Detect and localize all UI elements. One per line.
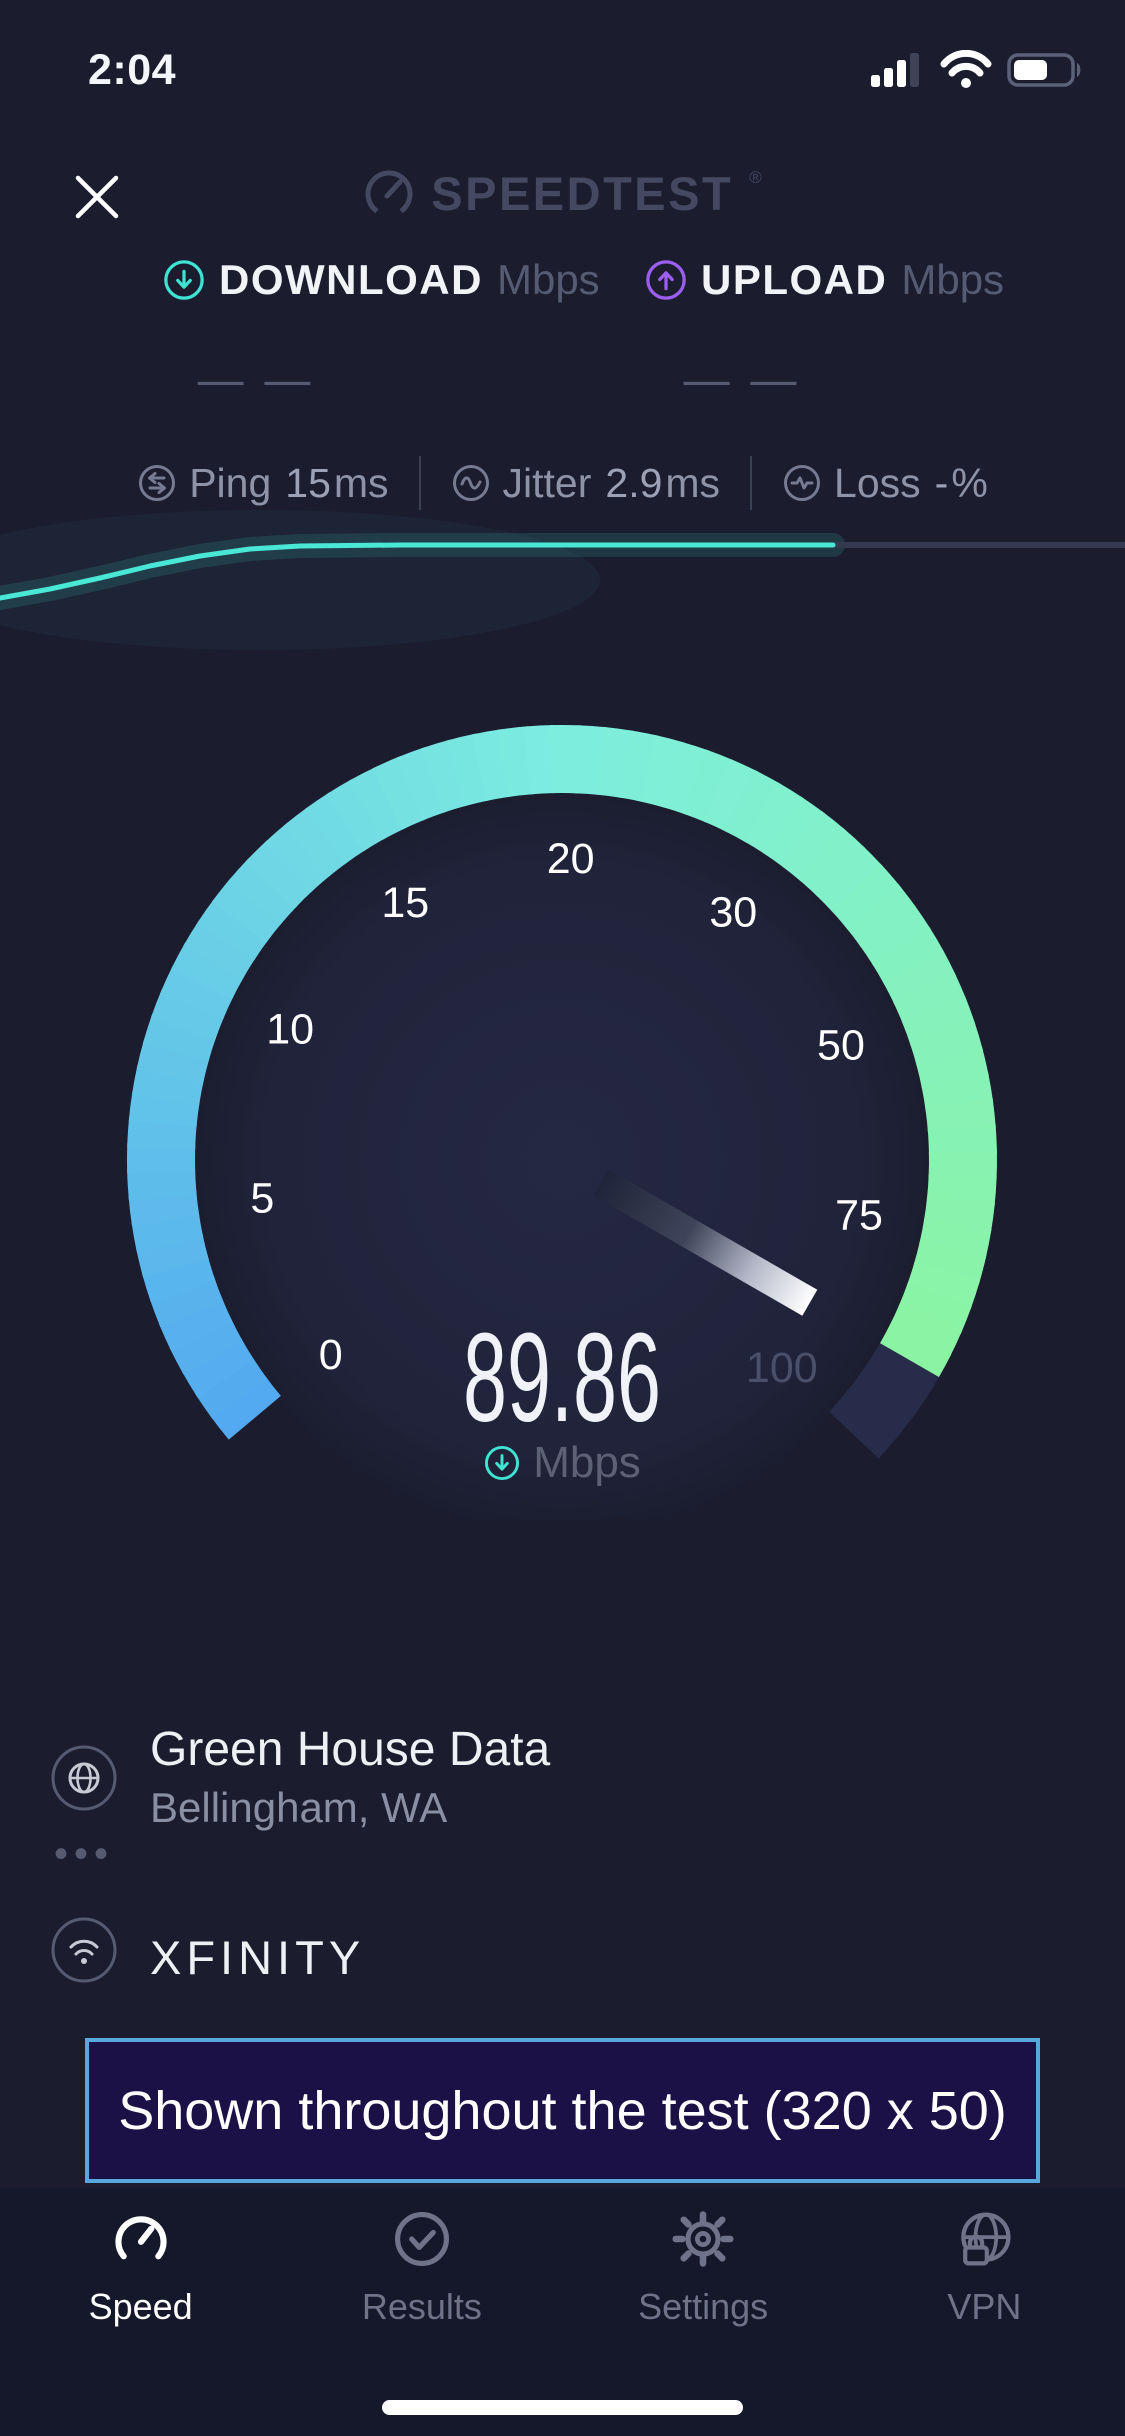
tab-settings[interactable]: Settings [563,2188,844,2436]
ad-text: Shown throughout the test (320 x 50) [118,2080,1007,2141]
loss-icon [784,465,821,501]
registered-mark: ® [749,168,762,187]
download-value-placeholder: — — [197,353,315,405]
jitter-value: 2.9 [605,459,663,506]
gauge-needle [593,1169,818,1316]
loss-value: - [934,459,949,506]
tab-vpn-label: VPN [947,2286,1022,2327]
upload-header: UPLOAD Mbps [645,256,1004,304]
jitter-label: Jitter [502,459,592,506]
tab-speed-label: Speed [88,2286,193,2327]
divider [750,456,753,510]
server-name: Green House Data [150,1723,551,1776]
loss-unit: % [951,459,988,506]
ping-icon [139,465,176,501]
tab-bar: Speed Results Settings [0,2188,1125,2436]
ping-metric: Ping 15 ms [137,459,389,507]
jitter-metric: Jitter 2.9 ms [451,459,721,507]
current-speed-unit: Mbps [533,1438,641,1487]
vpn-globe-lock-icon [961,2212,1011,2266]
download-unit: Mbps [496,256,600,303]
speed-gauge-scene: 0 5 10 15 20 30 50 75 100 89.86 [0,533,1125,1520]
svg-text:0: 0 [319,1331,343,1379]
download-arrow-icon [485,1445,520,1481]
throughput-sparkline [0,533,1125,610]
server-location: Bellingham, WA [150,1784,448,1831]
server-more-dots[interactable]: ••• [53,1832,114,1876]
upload-label: UPLOAD [701,256,888,303]
gauge-tick-labels: 0 5 10 15 20 30 50 75 100 [250,835,883,1392]
battery-icon [1007,53,1081,87]
jitter-unit: ms [665,459,721,506]
svg-text:15: 15 [381,879,429,927]
results-check-icon [394,2211,449,2267]
status-time: 2:04 [88,46,177,94]
divider [418,456,421,510]
svg-text:20: 20 [547,835,595,883]
home-indicator[interactable] [382,2400,743,2415]
wifi-icon [940,50,992,88]
gauge-disc [192,790,932,1520]
tab-settings-label: Settings [638,2286,769,2327]
ping-unit: ms [333,459,389,506]
svg-text:75: 75 [835,1191,883,1239]
upload-unit: Mbps [901,256,1005,303]
settings-gear-icon [672,2211,734,2267]
globe-icon[interactable] [51,1745,117,1811]
tab-vpn[interactable]: VPN [844,2188,1125,2436]
close-icon[interactable] [72,172,122,222]
gauge-remainder-arc [828,1342,939,1459]
gauge-filled-arc [127,725,997,1440]
status-icons [871,50,1085,90]
isp-wifi-icon [51,1917,117,1983]
upload-arrow-icon [646,260,686,300]
tab-results-label: Results [361,2286,482,2327]
jitter-icon [452,465,489,501]
logo-wordmark: SPEEDTEST [431,167,734,220]
speedtest-gauge-icon [365,169,413,213]
ping-value: 15 [285,459,331,506]
svg-text:5: 5 [250,1174,274,1222]
latency-row: Ping 15 ms Jitter 2.9 ms Loss - % [0,456,1125,510]
svg-text:30: 30 [709,888,757,936]
download-header: DOWNLOAD Mbps [163,256,600,304]
current-speed-unit-row: Mbps [0,1438,1125,1488]
ping-label: Ping [189,459,272,506]
svg-text:100: 100 [746,1344,818,1392]
current-speed-value: 89.86 [463,1307,661,1448]
isp-name: XFINITY [150,1931,366,1984]
ad-banner[interactable]: Shown throughout the test (320 x 50) [85,2038,1040,2183]
download-label: DOWNLOAD [219,256,483,303]
loss-label: Loss [834,459,921,506]
tab-results[interactable]: Results [281,2188,562,2436]
download-arrow-icon [164,260,204,300]
loss-metric: Loss - % [782,460,988,507]
cellular-signal-icon [871,53,919,87]
upload-value-placeholder: — — [683,353,801,405]
svg-text:10: 10 [266,1005,314,1053]
tab-speed[interactable]: Speed [0,2188,281,2436]
speed-gauge-icon [115,2216,167,2260]
svg-text:50: 50 [817,1021,865,1069]
speedtest-logo: SPEEDTEST ® [0,166,1125,221]
